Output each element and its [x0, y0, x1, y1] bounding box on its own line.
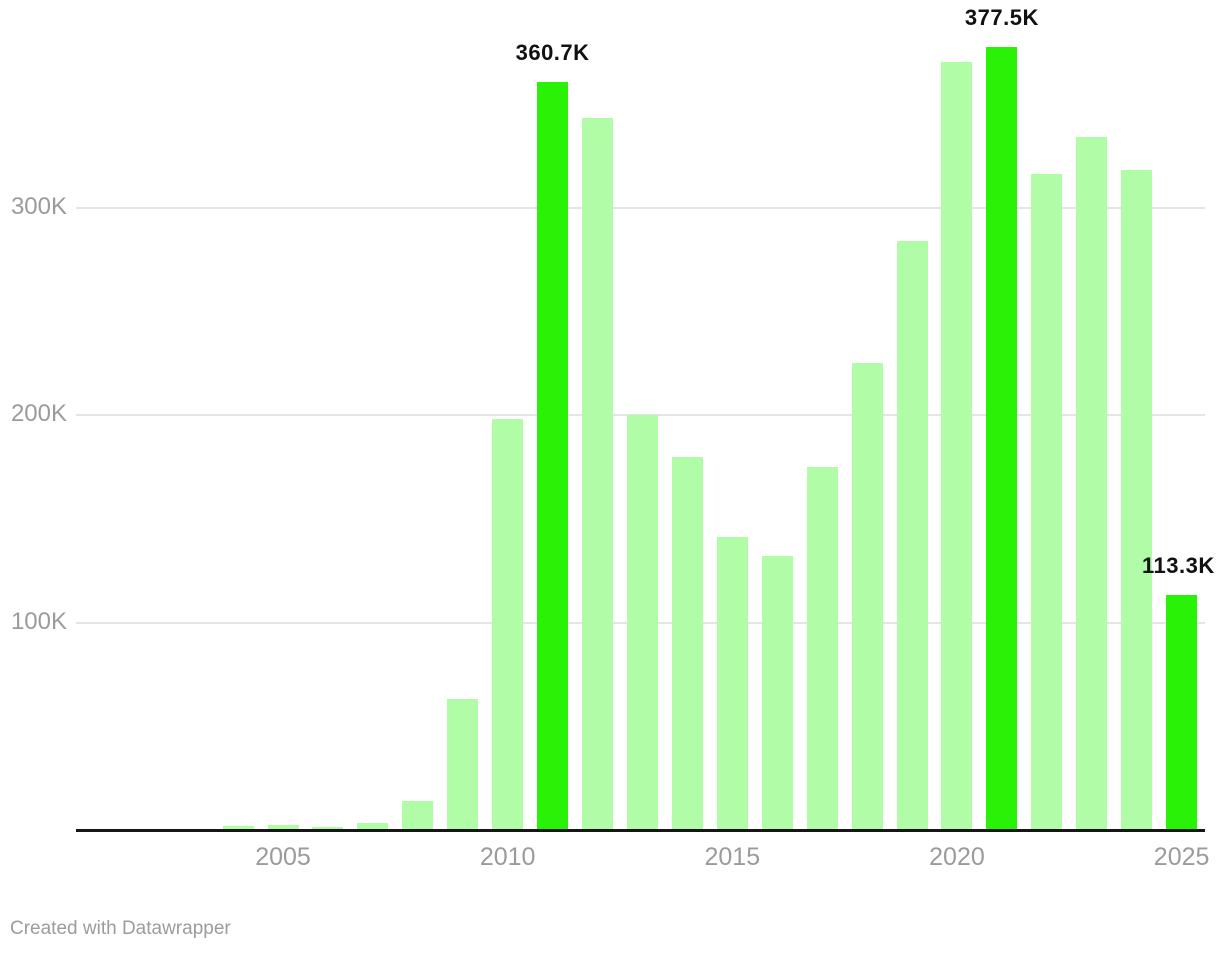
bar-2005[interactable]: [267, 825, 299, 830]
bar-2015[interactable]: [716, 537, 748, 830]
x-axis-label-2015: 2015: [704, 843, 761, 871]
bar-2021[interactable]: [986, 46, 1018, 830]
x-axis-label-2025: 2025: [1153, 843, 1210, 871]
bar-2013[interactable]: [626, 415, 658, 830]
bar-2010[interactable]: [492, 419, 524, 830]
bar-2008[interactable]: [402, 800, 434, 830]
bar-2004[interactable]: [222, 825, 254, 830]
x-axis-label-2005: 2005: [255, 843, 311, 871]
bar-2012[interactable]: [582, 118, 614, 830]
value-label-2025: 113.3K: [1142, 552, 1215, 578]
bar-2014[interactable]: [671, 456, 703, 830]
bar-2022[interactable]: [1031, 174, 1063, 830]
x-axis-label-2020: 2020: [929, 843, 985, 871]
bar-2019[interactable]: [896, 240, 928, 830]
bar-2024[interactable]: [1121, 170, 1153, 830]
bar-2025[interactable]: [1166, 594, 1198, 830]
bar-2016[interactable]: [761, 556, 793, 830]
bar-2011[interactable]: [537, 81, 569, 830]
y-axis-label-200K: 200K: [10, 400, 67, 427]
gridline-300K: [76, 206, 1205, 209]
bar-2018[interactable]: [851, 363, 883, 830]
value-label-2011: 360.7K: [515, 39, 590, 65]
plot-area: 360.7K 377.5K 113.3K: [76, 0, 1214, 830]
x-axis-baseline: [76, 829, 1205, 832]
bar-2023[interactable]: [1076, 136, 1108, 830]
bar-2017[interactable]: [806, 466, 838, 830]
bar-2009[interactable]: [447, 699, 479, 830]
datawrapper-credit-link[interactable]: Created with Datawrapper: [10, 918, 231, 939]
value-label-2021: 377.5K: [964, 4, 1039, 30]
bar-2007[interactable]: [357, 822, 389, 830]
x-axis-label-2010: 2010: [479, 843, 536, 871]
y-axis-label-100K: 100K: [10, 607, 67, 635]
bar-2006[interactable]: [312, 827, 344, 830]
bar-2020[interactable]: [941, 62, 973, 830]
y-axis-label-300K: 300K: [10, 192, 67, 220]
